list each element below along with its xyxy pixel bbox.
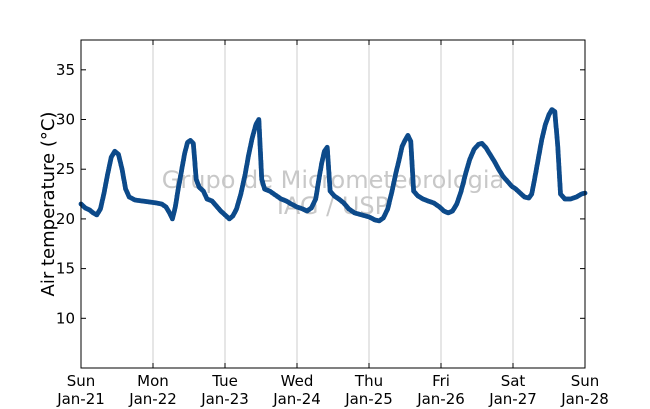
x-tick-label-weekday: Wed [281, 372, 314, 390]
y-tick-label: 20 [56, 210, 75, 228]
plot-frame [80, 39, 586, 369]
y-axis-ticks: 10 15 20 25 30 35 [56, 61, 585, 327]
x-tick-label-date: Jan-24 [272, 390, 321, 408]
x-tick-label-date: Jan-26 [416, 390, 465, 408]
y-tick-label: 25 [56, 160, 75, 178]
y-tick-label: 15 [56, 260, 75, 278]
x-tick-label-weekday: Sun [67, 372, 96, 390]
y-tick-label: 35 [56, 61, 75, 79]
y-axis-title: Air temperature (°C) [38, 112, 59, 297]
x-tick-label-date: Jan-28 [560, 390, 609, 408]
x-tick-label-weekday: Tue [211, 372, 238, 390]
y-tick-label: 10 [56, 309, 75, 327]
x-tick-label-weekday: Fri [432, 372, 450, 390]
x-tick-label-weekday: Sun [571, 372, 600, 390]
x-tick-label-weekday: Thu [354, 372, 383, 390]
data-points [78, 107, 588, 224]
x-tick-label-weekday: Sat [501, 372, 526, 390]
y-tick-label: 30 [56, 111, 75, 129]
x-tick-label-weekday: Mon [137, 372, 169, 390]
x-tick-label-date: Jan-25 [344, 390, 393, 408]
x-tick-label-date: Jan-21 [56, 390, 105, 408]
x-tick-label-date: Jan-27 [488, 390, 537, 408]
x-tick-label-date: Jan-23 [200, 390, 249, 408]
x-tick-label-date: Jan-22 [128, 390, 177, 408]
x-axis-ticks: SunJan-21MonJan-22TueJan-23WedJan-24ThuJ… [56, 40, 609, 408]
watermark-line-1: Grupo de Micrometeorologia [162, 166, 504, 194]
grid-lines [152, 40, 514, 368]
